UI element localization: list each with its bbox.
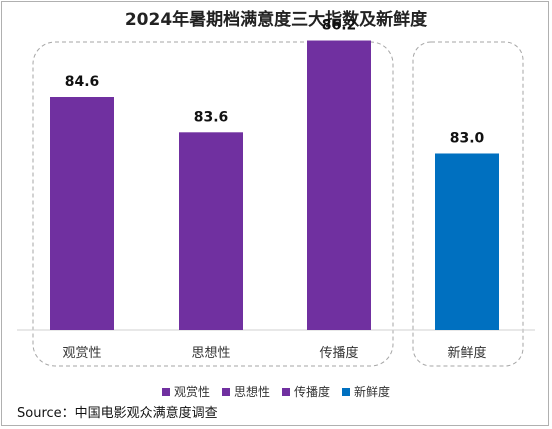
group-box-freshness — [412, 41, 524, 367]
value-label-3: 86.2 — [322, 18, 357, 34]
legend-swatch — [282, 387, 290, 396]
legend-item-1: 观赏性 — [161, 383, 210, 400]
legend-item-4: 新鲜度 — [342, 383, 390, 400]
bar-1 — [50, 97, 114, 330]
legend-item-2: 思想性 — [221, 383, 270, 400]
bar-3 — [307, 40, 371, 331]
category-label-3: 传播度 — [319, 345, 358, 361]
category-label-1: 观赏性 — [62, 346, 101, 361]
legend-label: 思想性 — [233, 385, 270, 399]
legend-item-3: 传播度 — [282, 383, 330, 400]
value-label-2: 83.6 — [194, 109, 229, 125]
legend-swatch — [161, 387, 170, 396]
legend-swatch — [342, 387, 351, 396]
legend-label: 观赏性 — [173, 385, 210, 399]
group-box-indices — [32, 41, 394, 367]
source-note: Source：中国电影观众满意度调查 — [17, 406, 218, 421]
legend-swatch — [221, 387, 230, 396]
chart-title: 2024年暑期档满意度三大指数及新鲜度 — [125, 9, 428, 30]
legend-label: 传播度 — [294, 385, 331, 399]
value-label-1: 84.6 — [65, 74, 100, 90]
value-label-4: 83.0 — [450, 130, 485, 146]
bar-4 — [435, 153, 499, 330]
category-label-2: 思想性 — [191, 345, 230, 361]
legend-label: 新鲜度 — [354, 385, 391, 399]
category-label-4: 新鲜度 — [447, 345, 486, 361]
bar-2 — [179, 132, 243, 330]
chart-legend: 观赏性 思想性 传播度 新鲜度 — [0, 383, 552, 400]
